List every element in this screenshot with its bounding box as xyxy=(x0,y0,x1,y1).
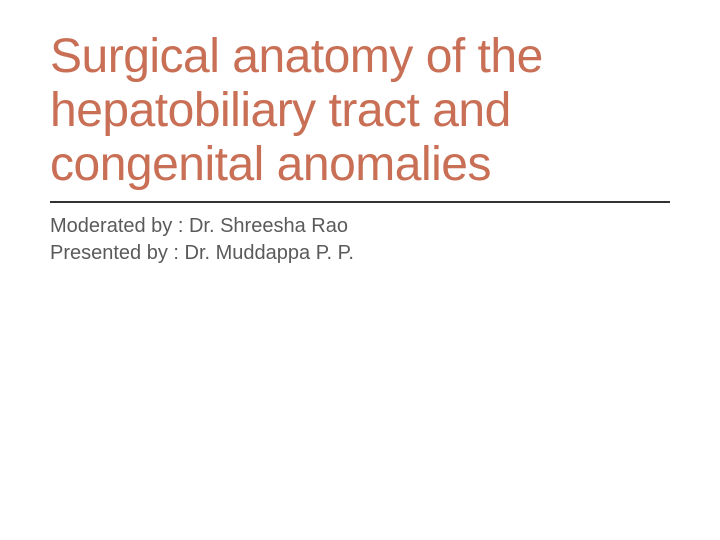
title-divider xyxy=(50,201,670,203)
slide-title: Surgical anatomy of the hepatobiliary tr… xyxy=(50,30,670,191)
slide-container: Surgical anatomy of the hepatobiliary tr… xyxy=(0,0,720,540)
presented-by-line: Presented by : Dr. Muddappa P. P. xyxy=(50,240,670,267)
moderated-by-line: Moderated by : Dr. Shreesha Rao xyxy=(50,213,670,240)
